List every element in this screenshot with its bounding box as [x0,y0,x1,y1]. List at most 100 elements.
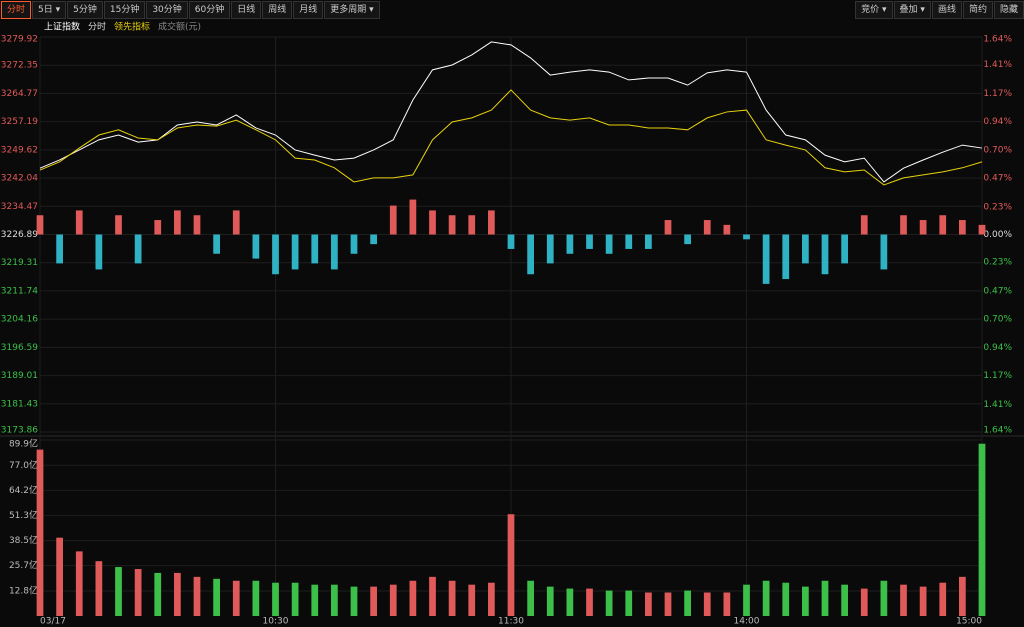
y2-tick-label: 1.64% [983,426,1012,436]
toolbar-right: 竞价 ▾ 叠加 ▾ 画线 简约 隐藏 [854,0,1024,19]
volume-bar [527,580,534,616]
breadth-bar [959,220,966,235]
volume-bar [860,588,868,616]
legend-entry: 分时 [88,21,106,33]
breadth-bar [134,234,142,264]
volume-bar [95,561,103,616]
y2-tick-label: 0.23% [983,202,1012,212]
volume-bar [566,588,574,616]
volume-bar [56,537,63,616]
toolbar-left: 分时 5日 ▾ 5分钟 15分钟 30分钟 60分钟 日线 周线 月线 更多周期 ▾ [0,0,380,19]
breadth-bar [821,234,829,275]
breadth-bar [252,234,260,259]
volume-bar [291,582,299,616]
breadth-bar [703,220,711,235]
volume-bar [802,586,809,616]
y-tick-label: 3242.04 [1,174,38,184]
toolbar-button[interactable]: 画线 [931,1,962,19]
volume-bar [174,572,181,616]
breadth-bar [448,215,456,235]
volume-bar [782,582,790,616]
breadth-bar [939,215,947,235]
y2-tick-label: 0.47% [983,287,1012,297]
x-tick-label: 03/17 [40,617,66,627]
toolbar-button[interactable]: 周线 [262,1,293,19]
y2-tick-label: 0.00% [983,230,1012,240]
volume-bar [821,580,829,616]
x-tick-label: 11:30 [498,617,524,627]
volume-bar [272,582,279,616]
y-tick-label: 3257.19 [1,117,38,127]
volume-tick-label: 89.9亿 [9,438,38,450]
toolbar-button[interactable]: 5分钟 [67,1,103,19]
volume-tick-label: 38.5亿 [9,534,38,546]
toolbar-button[interactable]: 隐藏 [993,1,1024,19]
breadth-bar [841,234,848,264]
breadth-bar [272,234,279,275]
toolbar-button[interactable]: 月线 [293,1,324,19]
y-tick-label: 3279.92 [1,35,38,45]
toolbar-button[interactable]: 日线 [231,1,262,19]
x-tick-label: 10:30 [263,617,289,627]
breadth-bar [645,234,652,249]
volume-bar [959,576,966,616]
y-tick-label: 3249.62 [1,145,38,155]
volume-bar [448,580,456,616]
toolbar-button[interactable]: 更多周期 ▾ [324,1,380,19]
toolbar-button[interactable]: 叠加 ▾ [893,1,931,19]
volume-bar [429,576,436,616]
breadth-bar [115,215,122,235]
volume-bar [370,586,377,616]
breadth-bar [36,215,44,235]
breadth-bar [527,234,534,275]
volume-bar [939,582,947,616]
breadth-bar [154,220,162,235]
toolbar-button[interactable]: 分时 [1,1,32,19]
volume-bar [586,588,593,616]
legend-entry: 上证指数 [44,21,80,33]
y2-tick-label: 0.70% [983,314,1012,324]
volume-bar [488,582,495,616]
toolbar-button[interactable]: 60分钟 [188,1,231,19]
breadth-bar [919,220,927,235]
y-tick-label: 3226.89 [1,230,38,240]
y2-tick-label: 1.17% [983,89,1012,99]
volume-bar [880,580,888,616]
breadth-bar [331,234,338,270]
toolbar-button[interactable]: 竞价 ▾ [855,1,893,19]
breadth-bar [193,215,201,235]
toolbar: 分时 5日 ▾ 5分钟 15分钟 30分钟 60分钟 日线 周线 月线 更多周期 ▾ 竞价 ▾ 叠加 … [0,0,1024,19]
x-tick-label: 15:00 [956,617,982,627]
toolbar-button[interactable]: 15分钟 [103,1,146,19]
volume-bar [468,584,476,616]
breadth-bar [802,234,809,264]
volume-bar [919,586,927,616]
toolbar-button[interactable]: 30分钟 [146,1,188,19]
volume-bar [115,567,122,616]
breadth-bar [95,234,103,270]
y-tick-label: 3219.31 [1,258,38,268]
y2-tick-label: 1.41% [983,60,1012,70]
toolbar-button[interactable]: 5日 ▾ [32,1,67,19]
toolbar-button[interactable]: 简约 [962,1,993,19]
volume-bar [645,592,652,616]
volume-bar [232,580,240,616]
breadth-bar [370,234,377,245]
volume-bar [36,449,44,616]
volume-tick-label: 51.3亿 [9,509,38,521]
y-tick-label: 3196.59 [1,343,38,353]
y-tick-label: 3211.74 [1,286,38,296]
breadth-bar [880,234,888,270]
legend-entry: 成交额(元) [158,21,201,33]
y2-tick-label: 1.64% [983,35,1012,45]
volume-bar [193,576,201,616]
volume-bar [625,590,633,616]
breadth-bar [605,234,613,254]
volume-bar [703,592,711,616]
breadth-bar [664,220,672,235]
volume-bar [762,580,770,616]
y2-tick-label: 0.70% [983,146,1012,156]
breadth-bar [311,234,319,264]
